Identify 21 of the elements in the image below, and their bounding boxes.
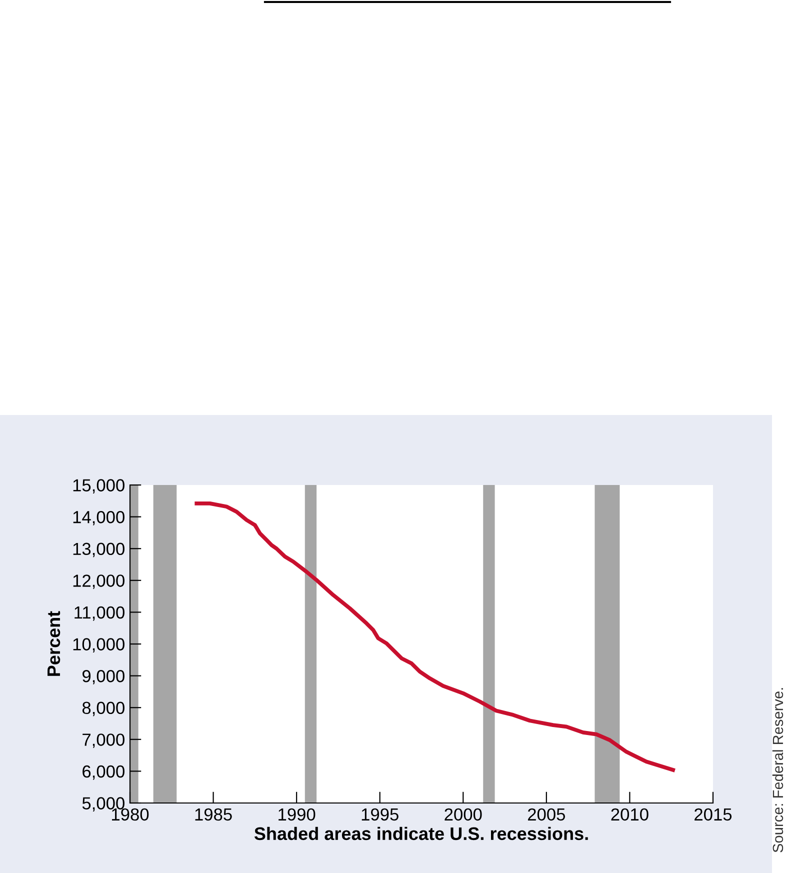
x-tick-label: 1995 <box>362 808 398 821</box>
y-tick-label: 7,000 <box>82 734 124 748</box>
y-tick-label: 10,000 <box>73 638 124 653</box>
y-tick-label: 6,000 <box>82 765 124 780</box>
y-tick-label: 11,000 <box>74 606 124 621</box>
y-tick-label: 9,000 <box>82 670 124 684</box>
y-tick-label: 13,000 <box>73 542 124 558</box>
y-tick-label: 14,000 <box>73 510 124 526</box>
y-tick-label: 8,000 <box>82 702 124 716</box>
y-tick-label: 15,000 <box>73 479 124 494</box>
x-tick-label: 1985 <box>195 808 232 821</box>
x-tick-label: 2015 <box>694 808 732 821</box>
x-tick-label: 2010 <box>611 808 648 821</box>
line-series <box>194 502 675 772</box>
y-tick-label: 12,000 <box>73 574 124 589</box>
x-tick-label: 2000 <box>444 808 482 821</box>
x-axis-title: Shaded areas indicate U.S. recessions. <box>254 826 588 840</box>
source-note: Source: Federal Reserve. <box>772 688 784 852</box>
x-tick-label: 2005 <box>528 808 566 821</box>
x-tick-label: 1990 <box>278 808 316 821</box>
y-axis-title: Percent <box>48 611 60 676</box>
